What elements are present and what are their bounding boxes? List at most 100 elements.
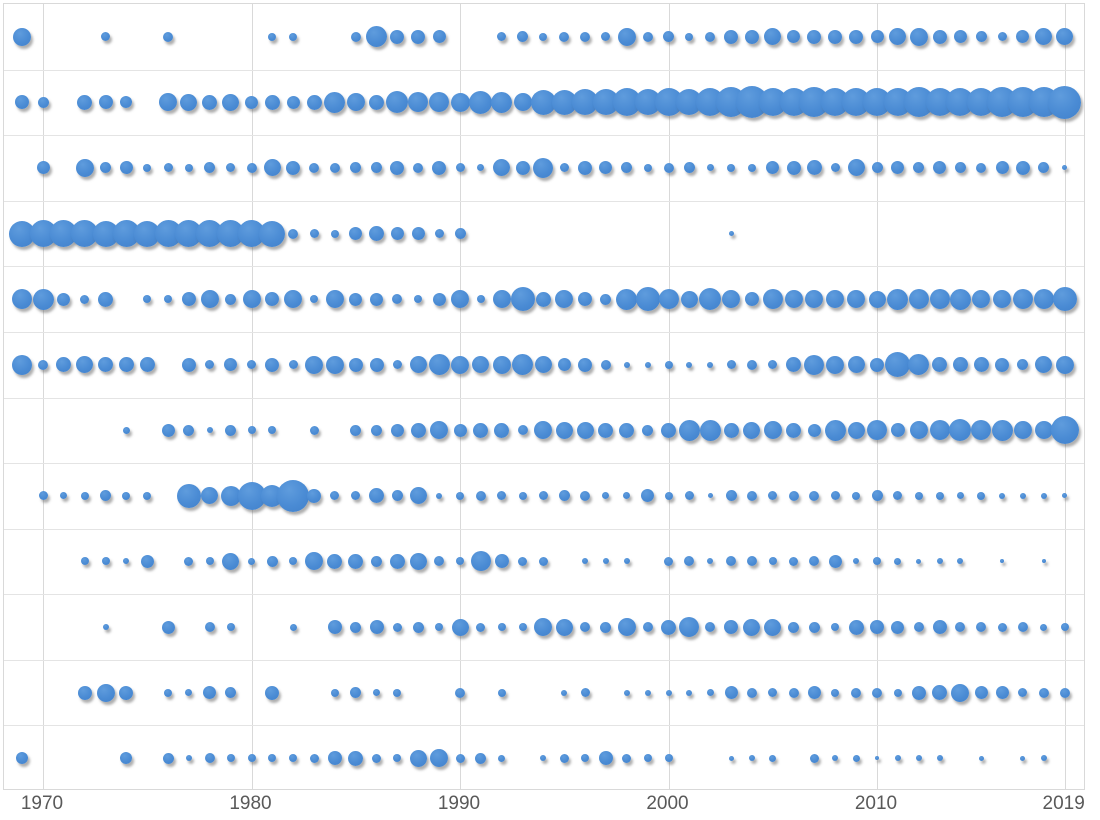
bubble-row-11-2000 — [665, 689, 672, 696]
bubble-row-11-2015 — [974, 686, 988, 700]
bubble-row-05-2009 — [847, 290, 866, 309]
y-gridline — [4, 266, 1084, 267]
bubble-row-02-1984 — [324, 91, 346, 113]
bubble-row-07-2014 — [949, 419, 972, 442]
bubble-row-08-1988 — [409, 487, 427, 505]
bubble-row-01-1995 — [559, 31, 570, 42]
bubble-row-08-1982 — [277, 479, 310, 512]
bubble-row-03-1970 — [36, 161, 50, 175]
bubble-row-10-2002 — [705, 622, 716, 633]
bubble-row-06-2017 — [1017, 359, 1029, 371]
bubble-row-12-1992 — [498, 754, 506, 762]
bubble-row-06-2005 — [768, 360, 778, 370]
bubble-row-11-2007 — [807, 686, 821, 700]
bubble-row-02-1969 — [15, 95, 30, 110]
x-axis-tick-label: 1990 — [437, 793, 481, 814]
bubble-row-06-2006 — [786, 357, 802, 373]
bubble-row-02-2019 — [1048, 85, 1082, 119]
bubble-row-07-1985 — [350, 424, 362, 436]
bubble-row-02-1994 — [530, 89, 556, 115]
bubble-row-10-1991 — [476, 622, 486, 632]
bubble-row-12-1984 — [327, 751, 342, 766]
bubble-row-07-1987 — [390, 423, 404, 437]
bubble-row-03-1982 — [286, 160, 301, 175]
y-gridline — [4, 398, 1084, 399]
bubble-row-09-1988 — [409, 552, 427, 570]
bubble-row-10-1976 — [161, 620, 175, 634]
bubble-row-01-1981 — [268, 32, 277, 41]
bubble-row-11-2005 — [768, 688, 778, 698]
bubble-row-08-1986 — [369, 488, 385, 504]
bubble-row-03-2008 — [830, 163, 840, 173]
bubble-row-10-1979 — [226, 623, 235, 632]
bubble-row-12-2007 — [809, 753, 819, 763]
bubble-row-09-1978 — [205, 557, 214, 566]
bubble-row-09-1982 — [289, 557, 298, 566]
bubble-row-01-2014 — [953, 30, 967, 44]
bubble-row-11-1996 — [580, 688, 590, 698]
bubble-row-03-2016 — [995, 161, 1009, 175]
bubble-row-04-2003 — [728, 231, 734, 237]
x-axis-tick-label: 1980 — [229, 793, 272, 814]
bubble-row-01-2008 — [828, 29, 843, 44]
bubble-row-02-1970 — [37, 96, 49, 108]
bubble-row-12-2015 — [978, 755, 984, 761]
bubble-row-09-1990 — [456, 557, 464, 566]
bubble-row-03-1984 — [329, 162, 340, 173]
bubble-row-03-1997 — [599, 161, 613, 175]
bubble-row-10-2001 — [679, 617, 700, 638]
bubble-row-07-2013 — [929, 420, 950, 441]
bubble-row-03-2006 — [786, 160, 801, 175]
bubble-row-12-2012 — [915, 755, 922, 762]
bubble-row-09-2010 — [873, 557, 881, 566]
bubble-row-12-1983 — [309, 753, 319, 763]
bubble-row-09-2018 — [1041, 559, 1046, 564]
bubble-row-05-1996 — [578, 292, 593, 307]
bubble-row-10-2013 — [932, 620, 947, 635]
bubble-row-10-1986 — [369, 620, 384, 635]
bubble-row-08-1993 — [518, 491, 527, 500]
bubble-row-05-2012 — [908, 289, 929, 310]
bubble-row-03-1977 — [184, 163, 193, 172]
bubble-row-02-1990 — [450, 92, 470, 112]
bubble-row-12-2013 — [936, 755, 943, 762]
bubble-row-06-1989 — [428, 354, 450, 376]
bubble-row-06-2015 — [973, 357, 989, 373]
bubble-row-10-2011 — [891, 620, 905, 634]
bubble-row-07-2012 — [909, 421, 928, 440]
bubble-row-01-1988 — [411, 29, 426, 44]
bubble-row-09-2004 — [746, 556, 757, 567]
bubble-row-11-1999 — [644, 689, 651, 696]
bubble-row-06-1992 — [492, 355, 511, 374]
bubble-row-09-1984 — [327, 553, 343, 569]
bubble-row-05-1985 — [349, 292, 363, 306]
bubble-row-07-2005 — [763, 421, 782, 440]
bubble-row-10-1988 — [412, 621, 424, 633]
bubble-row-08-1979 — [220, 485, 241, 506]
bubble-row-07-1976 — [161, 423, 175, 437]
bubble-row-03-2012 — [913, 162, 925, 174]
bubble-row-03-1999 — [643, 163, 652, 172]
bubble-row-08-2000 — [664, 491, 673, 500]
bubble-row-06-2019 — [1055, 355, 1074, 374]
bubble-row-12-1995 — [559, 753, 569, 763]
bubble-row-07-2018 — [1034, 421, 1053, 440]
bubble-row-02-1979 — [222, 93, 240, 111]
bubble-row-07-2016 — [991, 419, 1013, 441]
bubble-row-01-2015 — [975, 31, 987, 43]
bubble-row-05-1997 — [600, 293, 612, 305]
bubble-row-11-2009 — [851, 687, 862, 698]
bubble-row-08-1972 — [80, 491, 89, 500]
bubble-row-11-2001 — [686, 689, 693, 696]
bubble-row-01-2010 — [870, 30, 884, 44]
bubble-row-06-1974 — [118, 357, 134, 373]
bubble-row-11-2018 — [1038, 687, 1049, 698]
bubble-row-06-1997 — [600, 359, 611, 370]
bubble-row-11-2014 — [951, 683, 970, 702]
bubble-row-09-1992 — [494, 554, 509, 569]
bubble-row-11-2011 — [893, 688, 902, 697]
x-axis-tick-label: 2019 — [1042, 793, 1085, 814]
bubble-row-02-1983 — [306, 94, 322, 110]
bubble-row-07-1994 — [534, 421, 553, 440]
bubble-row-06-2013 — [932, 357, 948, 373]
